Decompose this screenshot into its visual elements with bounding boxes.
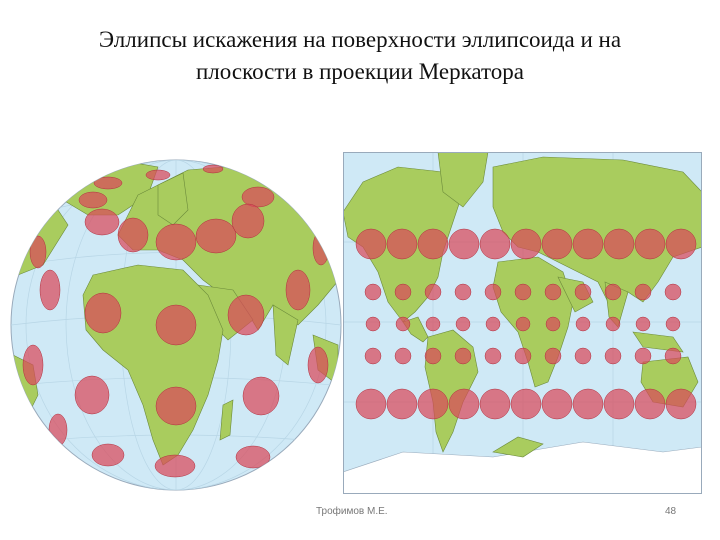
footer-author: Трофимов М.Е. <box>316 506 388 517</box>
page-number: 48 <box>665 506 677 517</box>
slide-title: Эллипсы искажения на поверхности эллипсо… <box>40 24 680 88</box>
title-line-2: плоскости в проекции Меркатора <box>196 59 524 84</box>
globe-distortion-ellipses <box>22 164 330 478</box>
mercator-map <box>343 152 702 494</box>
globe-map <box>10 159 342 491</box>
title-line-1: Эллипсы искажения на поверхности эллипсо… <box>98 27 622 52</box>
mercator-distortion-circles <box>355 228 697 420</box>
